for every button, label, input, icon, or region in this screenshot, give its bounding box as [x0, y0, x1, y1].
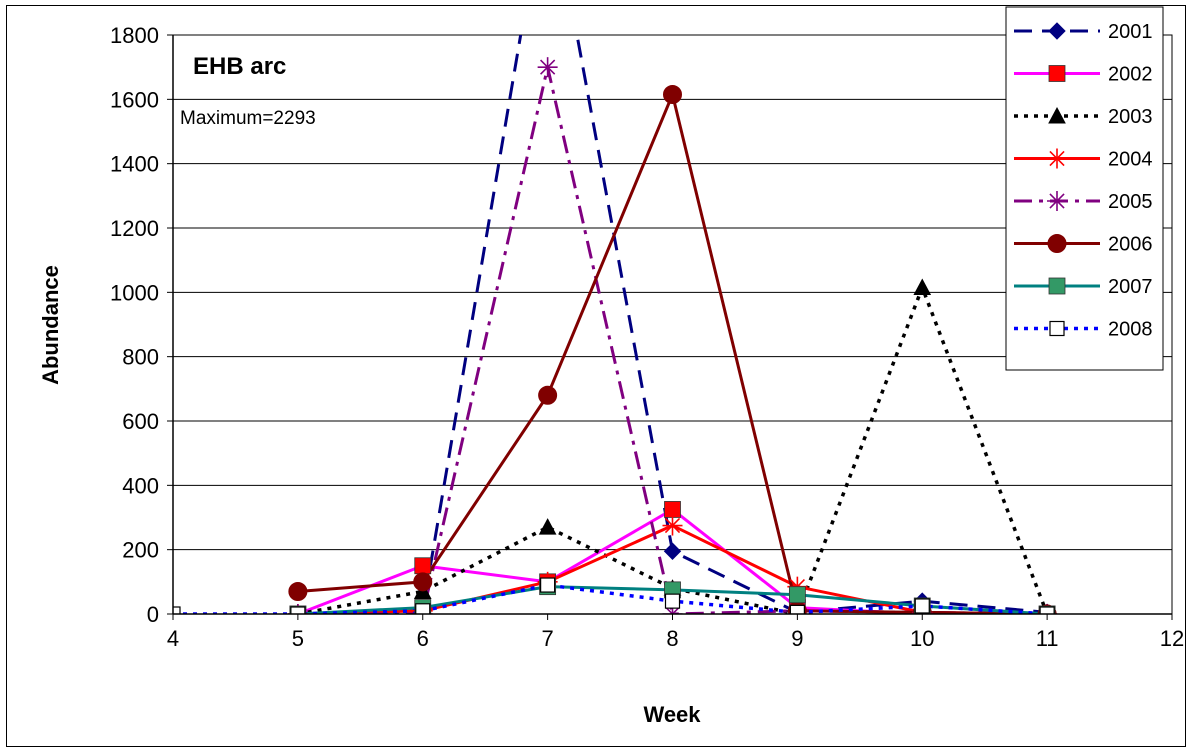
y-tick-label-1600: 1600 [110, 87, 159, 112]
marker-2006-week-6 [413, 572, 433, 592]
y-tick-label-200: 200 [122, 538, 159, 563]
series-markers [173, 57, 1058, 614]
x-tick-label-10: 10 [910, 626, 934, 651]
legend-label-2008: 2008 [1108, 319, 1153, 341]
marker-2007-week-9 [788, 586, 806, 604]
x-tick-label-7: 7 [542, 626, 554, 651]
legend-label-2004: 2004 [1108, 149, 1153, 171]
x-tick-label-8: 8 [666, 626, 678, 651]
marker-2008-week-5 [290, 606, 306, 614]
legend-entry-2005: 2005 [1014, 191, 1153, 213]
marker-2005-week-7 [537, 57, 558, 78]
legend-marker-2006 [1047, 234, 1067, 253]
marker-2002-week-8 [664, 501, 681, 518]
legend-label-2007: 2007 [1108, 276, 1153, 298]
y-tick-label-400: 400 [122, 473, 159, 498]
legend-entry-2004: 2004 [1014, 148, 1153, 171]
y-tick-label-600: 600 [122, 409, 159, 434]
y-tick-label-1200: 1200 [110, 216, 159, 241]
marker-2003-week-10 [913, 278, 932, 296]
tick-labels: 4 5 6 7 8 9 10 11 12 0 200 400 600 800 1000 1200 1400 160… [110, 23, 1184, 651]
marker-2008-week-7 [540, 577, 556, 593]
legend-marker-2003 [1048, 106, 1066, 124]
marker-2008-week-10 [914, 598, 930, 614]
legend-label-2003: 2003 [1108, 106, 1153, 128]
x-tick-label-5: 5 [292, 626, 304, 651]
marker-2006-week-8 [663, 85, 682, 105]
legend-entry-2006: 2006 [1014, 234, 1153, 256]
legend-entry-2008: 2008 [1014, 319, 1153, 341]
x-tick-label-4: 4 [167, 626, 179, 651]
y-tick-label-1000: 1000 [110, 280, 159, 305]
legend-marker-2005 [1047, 191, 1067, 211]
legend-entry-2002: 2002 [1014, 64, 1153, 86]
marker-2006-week-7 [538, 385, 558, 405]
marker-2008-week-11 [1039, 606, 1055, 614]
marker-2003-week-7 [538, 518, 557, 535]
legend-marker-2007 [1048, 277, 1066, 295]
legend-label-2005: 2005 [1108, 191, 1153, 213]
annotation-maximum: Maximum=2293 [180, 108, 316, 129]
x-axis-title: Week [643, 702, 701, 727]
legend-marker-2001 [1048, 22, 1066, 40]
y-axis-title: Abundance [38, 265, 63, 385]
legend-box [1005, 6, 1164, 371]
marker-2006-week-5 [288, 581, 308, 601]
legend-label-2006: 2006 [1108, 234, 1153, 256]
y-tick-label-0: 0 [147, 602, 159, 627]
annotation-title: EHB arc [193, 53, 286, 80]
legend-label-2002: 2002 [1108, 64, 1153, 86]
x-tick-label-6: 6 [417, 626, 429, 651]
marker-2008-week-6 [415, 603, 431, 614]
legend-entry-2003: 2003 [1014, 106, 1153, 128]
marker-2008-week-4 [173, 606, 181, 614]
marker-2002-week-6 [414, 557, 432, 575]
series-line-2008 [173, 583, 1048, 614]
legend-marker-2008 [1049, 320, 1065, 337]
y-tick-label-1400: 1400 [110, 152, 159, 177]
marker-2004-week-8 [662, 515, 683, 536]
y-tick-label-1800: 1800 [110, 23, 159, 48]
x-tick-label-11: 11 [1036, 626, 1059, 651]
marker-2008-week-8 [664, 593, 681, 609]
legend-entry-2001: 2001 [1014, 21, 1153, 43]
legend-marker-2002 [1048, 65, 1066, 82]
marker-2008-week-9 [789, 604, 805, 614]
legend-entry-2007: 2007 [1014, 276, 1153, 298]
marker-2001-week-8 [663, 542, 682, 560]
x-tick-label-12: 12 [1160, 626, 1184, 651]
legend-marker-2004 [1047, 148, 1067, 169]
legend: 2001 2002 2003 2004 2005 2006 2007 2008 [1005, 6, 1164, 371]
x-tick-label-9: 9 [791, 626, 803, 651]
legend-label-2001: 2001 [1108, 21, 1153, 43]
y-tick-label-800: 800 [122, 345, 159, 370]
